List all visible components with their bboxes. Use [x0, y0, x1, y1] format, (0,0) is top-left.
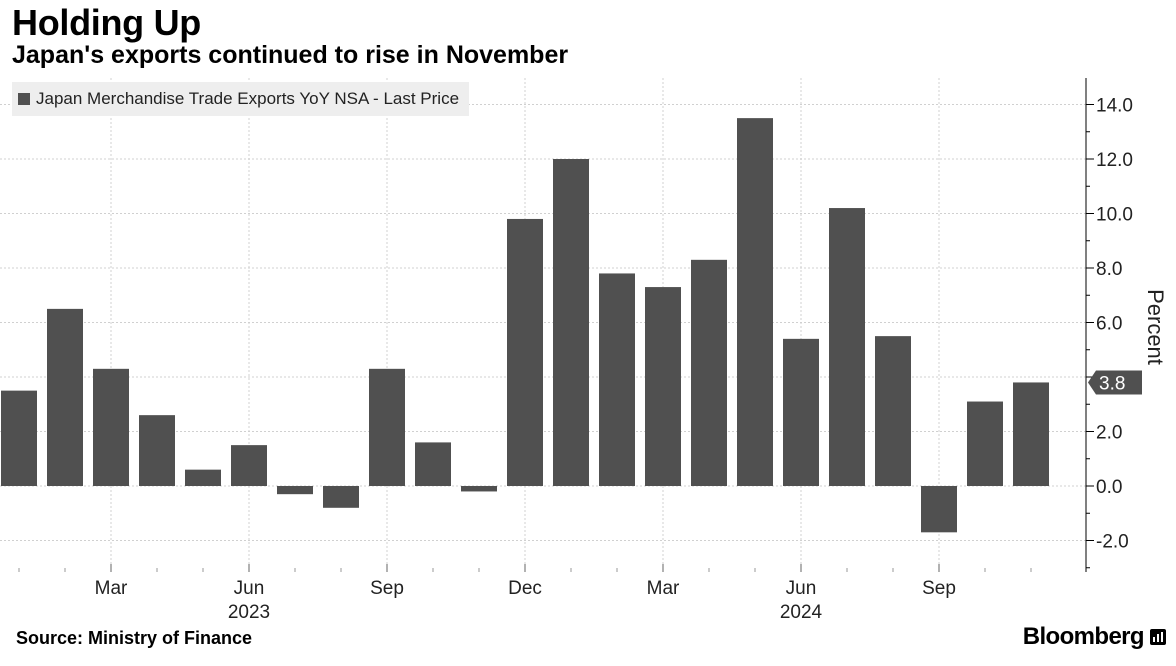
x-tick-label: Jun — [786, 578, 817, 599]
y-tick-label: 10.0 — [1096, 205, 1133, 226]
bar — [1013, 382, 1049, 486]
bloomberg-terminal-icon — [1150, 629, 1166, 645]
chart-subtitle: Japan's exports continued to rise in Nov… — [12, 41, 569, 69]
bar — [323, 486, 359, 508]
y-tick-label: -2.0 — [1096, 532, 1129, 553]
x-tick-label: Dec — [508, 578, 542, 599]
bar — [553, 159, 589, 486]
y-tick-label: 12.0 — [1096, 150, 1133, 171]
last-value-flag — [1088, 370, 1142, 395]
bar — [139, 415, 175, 486]
bar — [277, 486, 313, 495]
bar — [461, 486, 497, 492]
bar — [921, 486, 957, 533]
y-axis-title: Percent — [1143, 289, 1168, 365]
y-tick-label: 8.0 — [1096, 259, 1122, 280]
bar — [691, 259, 727, 486]
y-tick-label: 14.0 — [1096, 96, 1133, 117]
x-tick-label: Jun — [234, 578, 265, 599]
legend-label: Japan Merchandise Trade Exports YoY NSA … — [36, 89, 460, 108]
bar — [783, 338, 819, 486]
source-note: Source: Ministry of Finance — [16, 628, 253, 648]
brand-logo: Bloomberg — [1023, 623, 1166, 651]
x-tick-label: Sep — [922, 578, 956, 599]
bar — [599, 273, 635, 486]
axis-labels: -2.00.02.04.06.08.010.012.014.0PercentMa… — [95, 96, 1168, 624]
chart-title: Holding Up — [12, 2, 201, 43]
x-year-label: 2024 — [780, 602, 823, 623]
bar — [507, 218, 543, 486]
last-value-label: 3.8 — [1099, 373, 1125, 394]
chart-legend: Japan Merchandise Trade Exports YoY NSA … — [12, 82, 470, 116]
y-tick-label: 6.0 — [1096, 314, 1122, 335]
y-tick-label: 2.0 — [1096, 423, 1122, 444]
x-tick-label: Mar — [95, 578, 128, 599]
axes — [18, 78, 1094, 572]
x-tick-label: Sep — [370, 578, 404, 599]
bar — [93, 368, 129, 486]
x-tick-label: Mar — [647, 578, 680, 599]
bar — [47, 308, 83, 486]
bar — [231, 445, 267, 486]
y-tick-label: 0.0 — [1096, 477, 1122, 498]
bar — [369, 368, 405, 486]
bar — [829, 208, 865, 487]
bar — [185, 469, 221, 486]
bar — [875, 336, 911, 486]
bar — [737, 118, 773, 486]
bar — [415, 442, 451, 486]
brand-name: Bloomberg — [1022, 623, 1145, 650]
bar — [1, 390, 37, 486]
x-year-label: 2023 — [228, 602, 270, 623]
bar — [645, 287, 681, 486]
legend-swatch — [18, 93, 30, 105]
bar — [967, 401, 1003, 486]
bars — [1, 118, 1049, 533]
